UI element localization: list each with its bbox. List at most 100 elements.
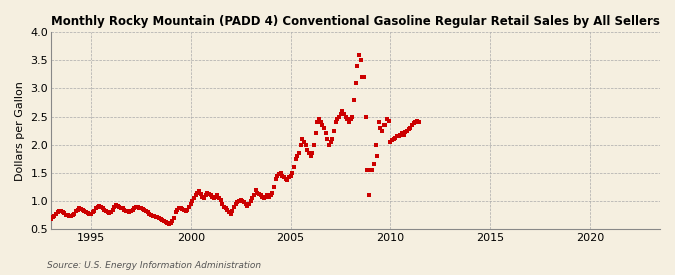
Point <box>196 192 207 197</box>
Point <box>370 142 381 147</box>
Point <box>272 174 283 178</box>
Point <box>55 209 66 213</box>
Point <box>257 194 268 199</box>
Point <box>352 64 362 68</box>
Point <box>111 203 122 207</box>
Point <box>105 210 116 214</box>
Point <box>80 210 91 214</box>
Point <box>270 176 281 181</box>
Point <box>364 193 375 198</box>
Point <box>162 220 173 225</box>
Point <box>362 168 373 172</box>
Point <box>59 211 70 215</box>
Point <box>287 171 298 175</box>
Point <box>84 211 95 216</box>
Point <box>286 174 296 178</box>
Point <box>51 211 61 216</box>
Point <box>337 109 348 113</box>
Point <box>323 142 334 147</box>
Point <box>69 211 80 216</box>
Point <box>154 216 165 220</box>
Point <box>151 215 161 219</box>
Point <box>317 123 327 127</box>
Point <box>121 208 132 213</box>
Point <box>319 126 329 130</box>
Point <box>137 207 148 211</box>
Point <box>392 134 402 139</box>
Point <box>207 194 218 199</box>
Point <box>406 123 417 127</box>
Point <box>76 207 86 211</box>
Point <box>227 209 238 213</box>
Point <box>297 137 308 141</box>
Point <box>46 217 57 221</box>
Point <box>354 52 364 57</box>
Point <box>79 209 90 213</box>
Point <box>147 214 158 218</box>
Point <box>130 205 141 209</box>
Point <box>385 140 396 144</box>
Point <box>282 177 293 182</box>
Point <box>232 200 243 205</box>
Point <box>413 120 424 124</box>
Point <box>330 120 341 124</box>
Point <box>262 193 273 198</box>
Point <box>177 207 188 211</box>
Point <box>408 121 419 125</box>
Point <box>102 210 113 214</box>
Point <box>379 123 389 127</box>
Point <box>155 216 166 221</box>
Point <box>190 193 201 198</box>
Point <box>295 142 306 147</box>
Point <box>199 196 210 200</box>
Point <box>62 213 73 218</box>
Point <box>410 120 421 124</box>
Point <box>220 206 231 210</box>
Point <box>325 140 336 144</box>
Point <box>205 193 216 198</box>
Point <box>212 193 223 198</box>
Point <box>254 192 265 197</box>
Point <box>398 132 409 137</box>
Point <box>176 206 186 211</box>
Point <box>332 117 343 122</box>
Point <box>87 210 98 214</box>
Point <box>112 204 123 208</box>
Point <box>224 210 235 214</box>
Point <box>380 123 391 127</box>
Point <box>114 205 125 209</box>
Point <box>261 194 271 199</box>
Point <box>126 209 136 213</box>
Point <box>255 193 266 198</box>
Point <box>187 199 198 203</box>
Y-axis label: Dollars per Gallon: Dollars per Gallon <box>15 81 25 181</box>
Point <box>94 204 105 208</box>
Point <box>290 157 301 161</box>
Point <box>134 206 144 210</box>
Point <box>400 130 411 134</box>
Point <box>300 142 311 147</box>
Point <box>289 165 300 169</box>
Point <box>245 199 256 203</box>
Point <box>387 138 398 142</box>
Point <box>329 128 340 133</box>
Point <box>275 171 286 175</box>
Point <box>339 112 350 116</box>
Point <box>348 97 359 102</box>
Point <box>225 211 236 216</box>
Point <box>247 196 258 200</box>
Point <box>167 219 178 223</box>
Point <box>242 204 252 208</box>
Point <box>171 210 182 214</box>
Point <box>310 131 321 136</box>
Point <box>71 209 82 213</box>
Point <box>375 126 386 130</box>
Point <box>157 218 168 222</box>
Title: Monthly Rocky Mountain (PADD 4) Conventional Gasoline Regular Retail Sales by Al: Monthly Rocky Mountain (PADD 4) Conventi… <box>51 15 660 28</box>
Point <box>129 206 140 210</box>
Point <box>97 206 108 211</box>
Point <box>335 112 346 116</box>
Point <box>109 205 119 209</box>
Point <box>381 117 392 122</box>
Point <box>273 172 284 176</box>
